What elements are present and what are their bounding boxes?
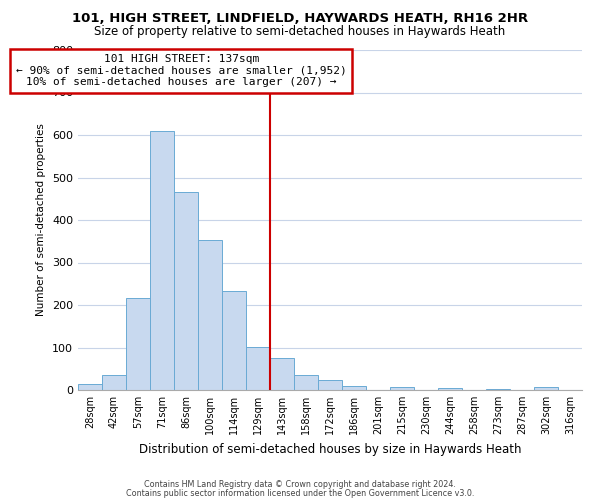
Bar xyxy=(246,346,270,390)
Text: Contains HM Land Registry data © Crown copyright and database right 2024.: Contains HM Land Registry data © Crown c… xyxy=(144,480,456,489)
Text: Size of property relative to semi-detached houses in Haywards Heath: Size of property relative to semi-detach… xyxy=(94,25,506,38)
Bar xyxy=(222,290,246,390)
Text: Contains public sector information licensed under the Open Government Licence v3: Contains public sector information licen… xyxy=(126,488,474,498)
Bar xyxy=(438,388,462,390)
Bar xyxy=(126,298,150,390)
Bar xyxy=(342,386,366,390)
X-axis label: Distribution of semi-detached houses by size in Haywards Heath: Distribution of semi-detached houses by … xyxy=(139,442,521,456)
Bar xyxy=(486,389,510,390)
Y-axis label: Number of semi-detached properties: Number of semi-detached properties xyxy=(37,124,46,316)
Bar xyxy=(150,130,174,390)
Bar xyxy=(390,386,414,390)
Bar xyxy=(102,375,126,390)
Text: 101, HIGH STREET, LINDFIELD, HAYWARDS HEATH, RH16 2HR: 101, HIGH STREET, LINDFIELD, HAYWARDS HE… xyxy=(72,12,528,26)
Bar xyxy=(318,380,342,390)
Bar xyxy=(534,388,558,390)
Text: 101 HIGH STREET: 137sqm
← 90% of semi-detached houses are smaller (1,952)
10% of: 101 HIGH STREET: 137sqm ← 90% of semi-de… xyxy=(16,54,347,88)
Bar xyxy=(78,384,102,390)
Bar xyxy=(294,375,318,390)
Bar xyxy=(198,240,222,390)
Bar xyxy=(270,358,294,390)
Bar xyxy=(174,192,198,390)
